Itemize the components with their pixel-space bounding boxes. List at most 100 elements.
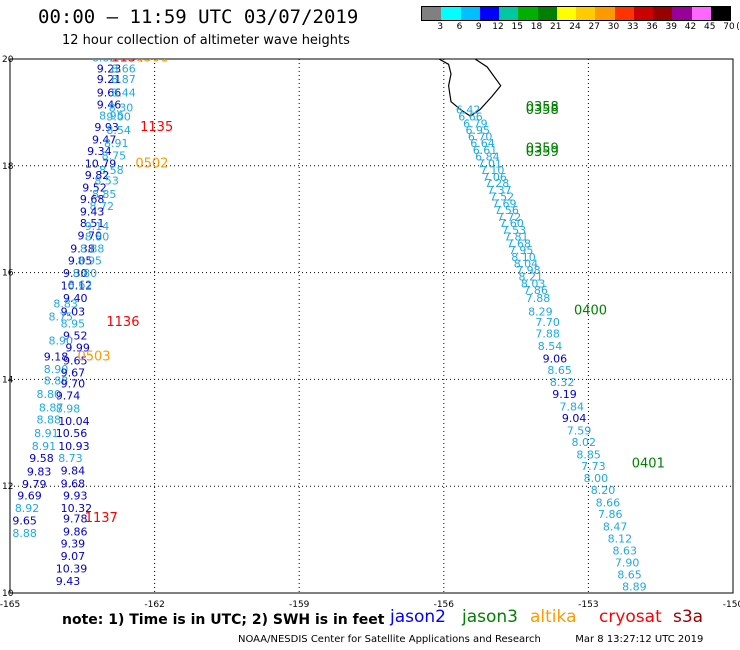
wave-height-label: 9.68 (80, 193, 105, 206)
colorbar-label: 24 (569, 22, 581, 32)
wave-height-label: 8.85 (92, 188, 117, 201)
timestamp-text: Mar 8 13:27:12 UTC 2019 (575, 634, 704, 645)
plot-frame (9, 58, 734, 594)
colorbar-label: 33 (627, 22, 639, 32)
wave-height-label: 7.59 (567, 424, 592, 437)
wave-height-label: 9.52 (63, 329, 88, 342)
coastline-island (438, 58, 502, 117)
wave-height-label: 7.88 (535, 328, 560, 341)
wave-height-label: 9.79 (22, 478, 47, 491)
wave-height-label: 8.87 (39, 401, 64, 414)
wave-height-label: 9.93 (63, 490, 88, 503)
pass-time-label: 1135 (140, 120, 173, 135)
wave-height-label: 8.95 (99, 109, 124, 122)
wave-height-label: 9.84 (61, 464, 86, 477)
wave-height-label: 8.91 (104, 137, 128, 150)
pass-time-label: 1137 (85, 511, 118, 526)
wave-height-label: 8.12 (608, 532, 633, 545)
wave-height-label: 7.37 (487, 184, 512, 197)
colorbar-swatch (710, 7, 730, 20)
wave-height-label: 9.23 (97, 62, 122, 75)
wave-height-label: 6.64 (470, 137, 495, 150)
wave-height-label: 9.74 (56, 390, 81, 403)
wave-height-label: 8.02 (572, 436, 597, 449)
wave-height-label: 9.69 (17, 490, 42, 503)
colorbar-swatch (672, 7, 692, 20)
wave-height-label: 10.04 (58, 415, 89, 428)
wave-height-label: 8.30 (109, 101, 134, 114)
wave-height-label: 9.99 (65, 342, 90, 355)
pass-time-label: 0401 (632, 457, 665, 472)
pass-time-label: 0502 (135, 156, 168, 171)
colorbar-swatch (518, 7, 538, 20)
wave-height-label: 7.70 (535, 316, 560, 329)
wave-height-label: 9.30 (63, 267, 88, 280)
wave-height-label: 9.47 (92, 133, 117, 146)
wave-height-label: 8.73 (58, 452, 82, 465)
x-tick-label: -150 (723, 600, 740, 610)
pass-time-label: 0400 (574, 303, 607, 318)
colorbar-label: 36 (646, 22, 658, 32)
x-tick-label: -156 (434, 600, 455, 610)
wave-height-label: 7.72 (497, 211, 522, 224)
x-tick-label: -165 (0, 600, 20, 610)
wave-height-label: 9.03 (61, 305, 86, 318)
wave-height-label: 10.56 (56, 427, 88, 440)
pass-time-label: 1136 (106, 315, 139, 330)
wave-height-label: 9.58 (29, 452, 53, 465)
wave-height-label: 9.86 (63, 525, 88, 538)
wave-height-label: 7.86 (523, 284, 548, 297)
wave-height-label: 8.32 (550, 376, 575, 389)
colorbar-unit: (ft) (736, 22, 740, 32)
wave-height-label: 7.88 (526, 292, 551, 305)
pass-time-label: 0359 (526, 145, 559, 160)
colorbar-swatch (422, 7, 442, 20)
footer-credit: NOAA/NESDIS Center for Satellite Applica… (238, 634, 703, 645)
page-title: 00:00 – 11:59 UTC 03/07/2019 (38, 6, 359, 28)
colorbar-label: 3 (437, 22, 444, 32)
wave-height-label: 8.04 (514, 257, 539, 270)
wave-height-label: 6.95 (465, 124, 490, 137)
wave-height-label: 9.78 (63, 513, 88, 526)
wave-height-label: 6.70 (468, 131, 493, 144)
credit-text: NOAA/NESDIS Center for Satellite Applica… (238, 634, 541, 645)
y-tick-label: 14 (2, 375, 14, 385)
wave-height-label: 8.29 (528, 305, 553, 318)
colorbar-swatch (499, 7, 519, 20)
wave-height-label: 7.53 (502, 224, 527, 237)
wave-height-label: 8.00 (584, 472, 609, 485)
wave-height-label: 6.84 (475, 150, 500, 163)
colorbar-swatch (441, 7, 461, 20)
wave-height-label: 9.39 (61, 538, 86, 551)
wave-height-label: 7.84 (559, 400, 584, 413)
wave-height-label: 9.68 (61, 477, 86, 490)
colorbar-swatch (633, 7, 653, 20)
colorbar-label: 30 (607, 22, 620, 32)
colorbar-label: 18 (530, 22, 543, 32)
wave-height-label: 7.73 (581, 460, 606, 473)
wave-height-label: 8.92 (15, 502, 40, 515)
wave-height-label: 7.69 (492, 197, 517, 210)
wave-height-label: 8.03 (521, 278, 546, 291)
wave-height-label: 8.66 (111, 62, 136, 75)
wave-height-label: 8.53 (94, 174, 119, 187)
legend-s3a: s3a (673, 607, 704, 627)
colorbar-label: 27 (588, 22, 600, 32)
wave-height-label: 9.67 (61, 367, 86, 380)
colorbar-label: 15 (511, 22, 523, 32)
wave-height-label: 9.14 (85, 220, 110, 233)
wave-height-label: 8.66 (596, 496, 621, 509)
wave-height-label: 6.61 (473, 144, 498, 157)
wave-height-label: 9.06 (543, 352, 568, 365)
wave-height-label: 8.54 (106, 124, 130, 137)
wave-height-label: 7.95 (509, 244, 534, 257)
colorbar-swatch (460, 7, 480, 20)
pass-time-label: 0358 (526, 100, 559, 115)
colorbar-swatch (691, 7, 711, 20)
footer-note: note: 1) Time is in UTC; 2) SWH is in fe… (62, 612, 385, 628)
wave-height-label: 8.80 (73, 267, 98, 280)
wave-height-label: 8.95 (61, 318, 86, 331)
wave-height-label: 6.42 (456, 103, 481, 116)
